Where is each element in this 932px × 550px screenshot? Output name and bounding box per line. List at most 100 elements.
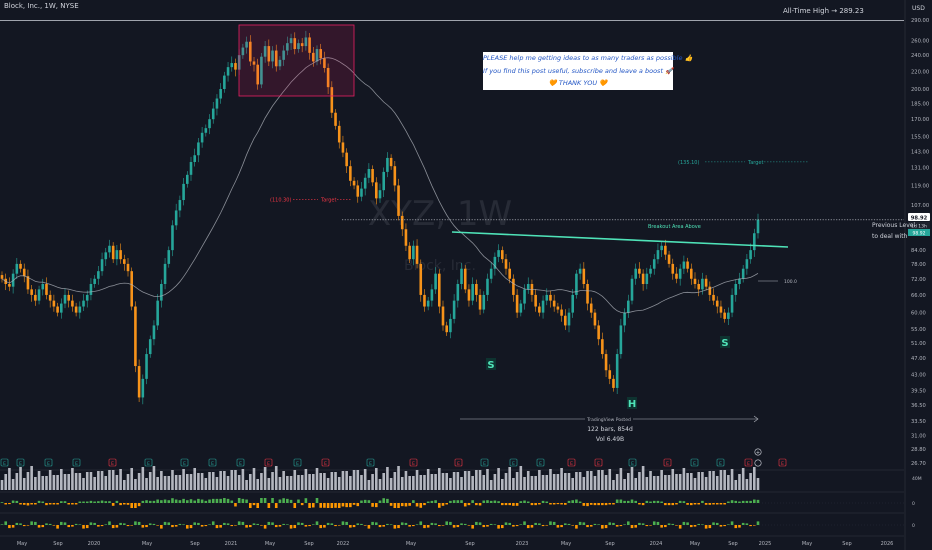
oscillator-bar	[193, 500, 197, 503]
volume-bar	[515, 472, 519, 490]
price-axis-label: 200.00	[911, 87, 929, 93]
volume-bar	[567, 473, 571, 490]
volume-bar	[34, 477, 37, 490]
candle-body	[334, 112, 337, 126]
oscillator-bar-2	[374, 522, 378, 525]
oscillator-bar-2	[63, 522, 67, 525]
oscillator-bar-2	[704, 525, 708, 529]
oscillator-bar-2	[727, 524, 730, 525]
volume-bar	[430, 474, 434, 490]
oscillator-bar	[360, 500, 363, 503]
oscillator-bar-2	[97, 525, 100, 527]
event-marker-box	[0, 458, 9, 467]
oscillator-bar	[456, 500, 460, 503]
event-marker-box	[567, 458, 576, 467]
candle-body	[111, 245, 115, 260]
oscillator-bar	[419, 503, 423, 508]
oscillator-bar	[745, 500, 749, 503]
volume-bar	[4, 474, 8, 490]
oscillator-bar	[434, 500, 437, 503]
oscillator-bar-2	[108, 521, 111, 525]
volume-bar	[741, 468, 745, 490]
oscillator-bar	[582, 503, 586, 506]
candle-body	[415, 245, 419, 264]
oscillator-bar	[26, 503, 30, 506]
price-axis-label: 290.00	[911, 18, 929, 24]
oscillator-bar-2	[523, 521, 526, 525]
candle-body	[586, 283, 589, 304]
candle-body	[185, 174, 189, 184]
oscillator-bar-2	[712, 522, 715, 525]
oscillator-bar	[412, 500, 415, 503]
oscillator-bar	[445, 503, 449, 505]
oscillator-bar-2	[82, 525, 85, 529]
oscillator-bar-2	[434, 523, 437, 525]
volume-bar	[378, 479, 382, 490]
sub-price-badge	[908, 229, 930, 236]
oscillator-bar	[519, 501, 523, 503]
volume-bar	[226, 476, 230, 490]
currency-label[interactable]: USD	[912, 5, 925, 12]
candle-body	[174, 210, 178, 226]
candle-body	[504, 259, 508, 269]
plus-icon	[754, 448, 762, 456]
candle-body	[667, 254, 671, 264]
oscillator-bar	[482, 500, 486, 503]
candle-body	[374, 182, 378, 199]
volume-bar	[482, 475, 486, 490]
oscillator-bar	[682, 501, 686, 503]
oscillator-bar-2	[641, 523, 645, 525]
candle-body	[463, 268, 467, 290]
oscillator-bar	[22, 503, 26, 505]
volume-bar	[497, 468, 500, 490]
oscillator-bar	[386, 498, 389, 503]
oscillator-bar-2	[638, 522, 641, 525]
candle-body	[493, 256, 497, 269]
oscillator-bar	[89, 500, 93, 503]
volume-bar	[374, 468, 378, 490]
oscillator-bar-2	[193, 522, 197, 525]
candle-body	[471, 283, 474, 301]
volume-bar	[519, 466, 523, 490]
neckline	[451, 231, 789, 248]
candle-body	[134, 306, 137, 367]
oscillator-bar	[215, 498, 219, 503]
time-axis-label: May	[142, 541, 152, 547]
oscillator-bar	[160, 500, 163, 503]
price-axis-label: 260.00	[911, 38, 929, 44]
oscillator-bar-2	[256, 523, 260, 525]
volume-bar	[30, 466, 33, 490]
oscillator-bar-2	[41, 525, 45, 528]
volume-bar	[656, 476, 660, 490]
time-axis-label: 2020	[88, 541, 101, 547]
oscillator-bar	[475, 503, 478, 506]
candle-body	[215, 98, 219, 109]
candle-body	[615, 354, 619, 388]
oscillator-bar-2	[371, 521, 374, 525]
oscillator-bar-2	[586, 525, 589, 528]
oscillator-bar	[85, 501, 89, 503]
oscillator-bar-2	[504, 522, 508, 525]
volume-bar	[578, 472, 582, 490]
candle-body	[330, 87, 334, 113]
candle-body	[15, 263, 19, 274]
volume-bar	[697, 472, 701, 490]
oscillator-bar-2	[349, 525, 352, 528]
oscillator-bar	[504, 503, 508, 506]
event-marker: E	[666, 461, 669, 467]
volume-bar	[59, 469, 63, 490]
oscillator-bar	[489, 500, 493, 503]
volume-bar	[300, 475, 304, 490]
volume-bar	[8, 468, 11, 490]
oscillator-bar	[734, 500, 738, 503]
oscillator-bar	[0, 502, 4, 503]
volume-bar	[319, 473, 323, 490]
event-marker-box	[180, 458, 189, 467]
oscillator-bar	[122, 503, 126, 505]
pattern-head: H	[628, 399, 636, 410]
oscillator-bar	[45, 503, 48, 506]
candle-body	[45, 283, 48, 295]
volume-bar	[738, 474, 741, 490]
candle-body	[337, 125, 341, 143]
